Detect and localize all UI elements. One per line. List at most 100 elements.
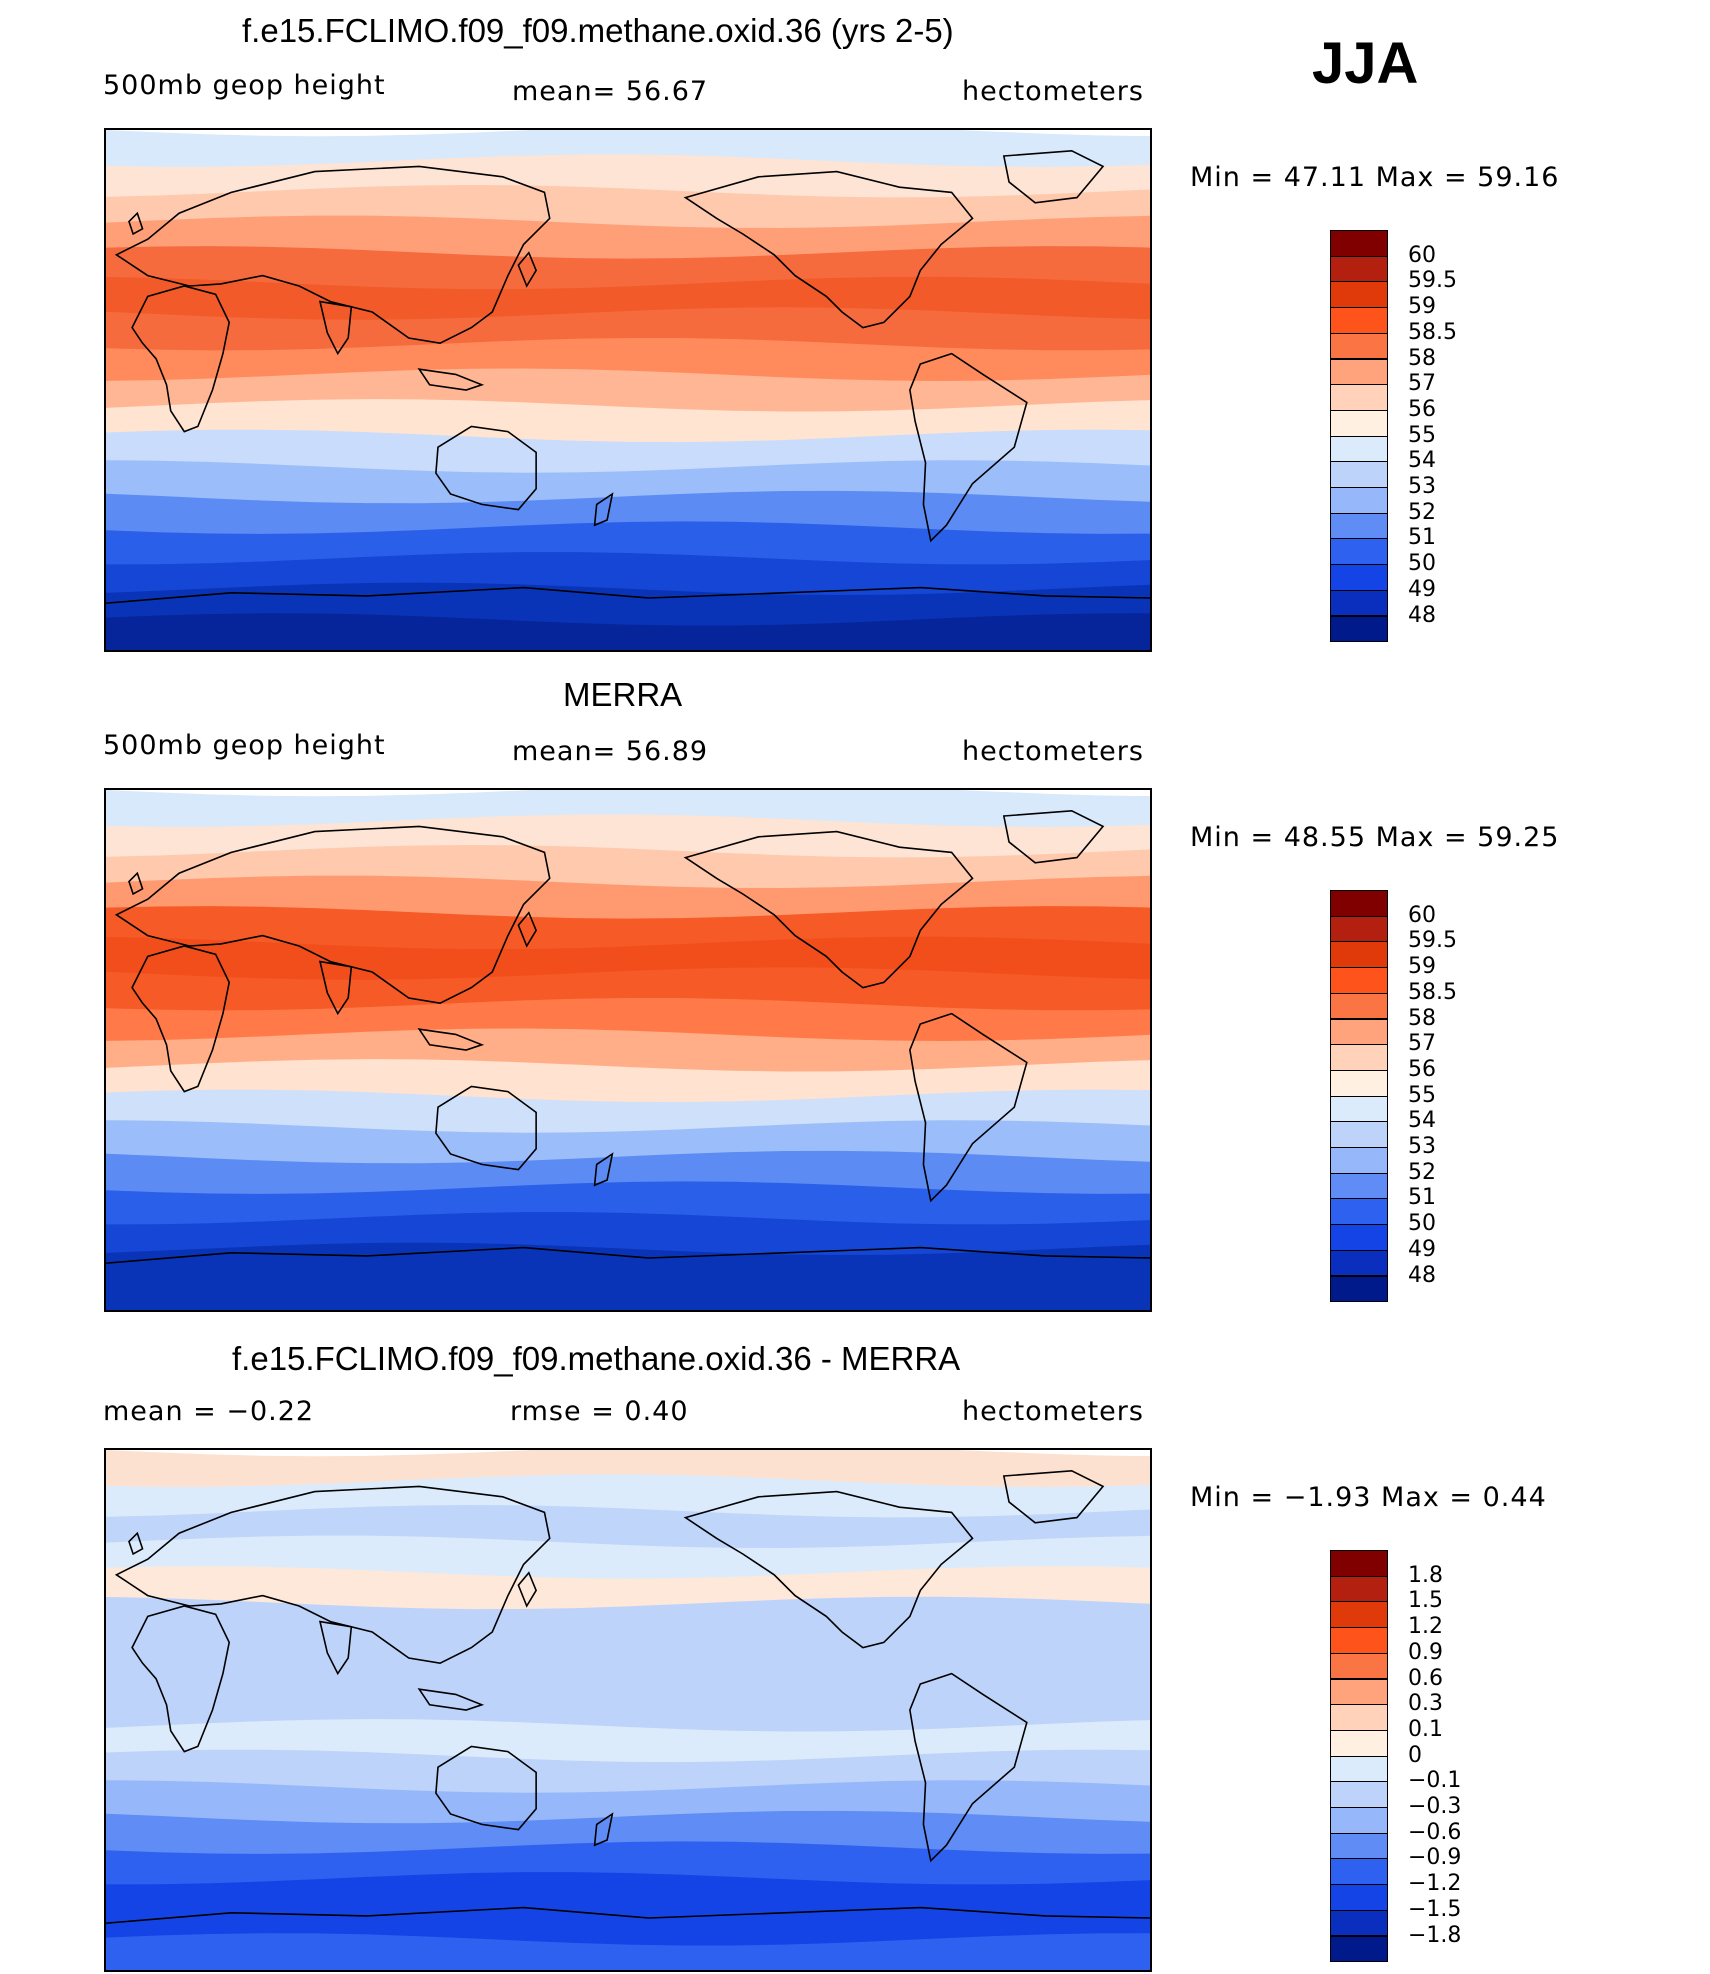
colorbar-swatch [1330,1729,1388,1757]
colorbar-swatch [1330,1858,1388,1886]
colorbar-swatch [1330,230,1388,257]
contour-band [106,1273,1150,1310]
coastline [419,1689,482,1710]
contour-band [106,790,1150,830]
coastline [116,1486,549,1663]
coastline [106,1908,1150,1924]
colorbar-label: −0.6 [1408,1819,1462,1845]
colorbar-label: 49 [1408,1236,1436,1262]
colorbar-label: 48 [1408,602,1436,628]
mean-label: mean = −0.22 [103,1396,315,1427]
colorbar: 60 59.5 59 58.5 58 57 56 55 54 53 52 51 50 49 48 [1330,230,1530,643]
contour-band [106,1841,1150,1888]
colorbar-swatch [1330,1575,1388,1603]
colorbar-label: 60 [1408,902,1436,928]
colorbar-swatch [1330,255,1388,283]
colorbar-swatch [1330,538,1388,566]
coastline [129,873,143,894]
colorbar-label: 58.5 [1408,319,1457,345]
coastline [910,354,1027,541]
colorbar-swatch [1330,1224,1388,1251]
colorbar-swatch [1330,967,1388,994]
colorbar-label: 59.5 [1408,268,1457,294]
colorbar-swatch [1330,1627,1388,1654]
colorbar-label: −0.3 [1408,1794,1462,1819]
colorbar-label: 53 [1408,1134,1436,1159]
colorbar-label: 57 [1408,1031,1436,1057]
colorbar-label: 58 [1408,345,1436,371]
colorbar-swatch [1330,992,1388,1020]
coastline [132,1606,229,1752]
contour-band [106,1450,1150,1490]
minmax-label: Min = 48.55 Max = 59.25 [1190,822,1560,853]
coastline [106,1248,1150,1264]
colorbar-swatch [1330,589,1388,617]
colorbar-swatch [1330,1069,1388,1097]
coastline [518,253,536,286]
colorbar-swatch [1330,1755,1388,1783]
colorbar-swatch [1330,615,1388,643]
colorbar-swatch [1330,1884,1388,1911]
contour-band [106,521,1150,568]
colorbar-swatch [1330,1550,1388,1577]
coastline [910,1674,1027,1861]
coastline [1004,811,1103,863]
colorbar-label: −1.5 [1408,1896,1462,1922]
units-label: hectometers [962,736,1144,767]
contour-band [106,613,1150,650]
colorbar-swatch [1330,461,1388,488]
colorbar-swatch [1330,890,1388,917]
minmax-label: Min = 47.11 Max = 59.16 [1190,162,1560,193]
coastline [116,826,549,1003]
contour-band [106,307,1150,354]
coastline [910,1014,1027,1201]
colorbar-label: −1.2 [1408,1871,1462,1897]
colorbar-swatch [1330,1172,1388,1200]
coastline [595,1814,613,1845]
contour-band [106,130,1150,170]
contour-band [106,1933,1150,1970]
colorbar-label: 50 [1408,551,1436,577]
coastline [419,369,482,390]
rmse-label: rmse = 0.40 [510,1396,689,1427]
coastline [685,172,972,328]
colorbar-label: 55 [1408,1082,1436,1108]
colorbar-swatch [1330,1832,1388,1860]
coastline [129,1533,143,1554]
colorbar-label: 56 [1408,1056,1436,1082]
colorbar-label: 58.5 [1408,979,1457,1005]
map-svg [106,790,1150,1310]
coastline [595,494,613,525]
coastline [436,1746,536,1829]
colorbar-swatch [1330,358,1388,386]
colorbar-label: 49 [1408,576,1436,602]
coastline [116,166,549,343]
coastline [320,962,351,1014]
map-plot [104,1448,1152,1972]
colorbar-swatch [1330,332,1388,360]
contour-band [106,1181,1150,1228]
colorbar-swatch [1330,384,1388,411]
colorbar-swatch [1330,1909,1388,1937]
minmax-label: Min = −1.93 Max = 0.44 [1190,1482,1547,1513]
colorbar-label: 0.6 [1408,1665,1443,1691]
colorbar-label: 0.3 [1408,1691,1443,1717]
colorbar-label: 59.5 [1408,928,1457,954]
colorbar-label: 51 [1408,1185,1436,1211]
colorbar-label: −0.9 [1408,1845,1462,1871]
colorbar-swatch [1330,941,1388,969]
map-svg [106,1450,1150,1970]
colorbar-swatch [1330,1095,1388,1123]
colorbar-label: 60 [1408,242,1436,268]
colorbar-swatch [1330,1678,1388,1706]
colorbar-swatch [1330,1781,1388,1808]
contour-band [106,1627,1150,1674]
panel-title: f.e15.FCLIMO.f09_f09.methane.oxid.36 (yr… [242,12,954,49]
mean-label: mean= 56.67 [512,76,709,107]
coastline [518,913,536,946]
colorbar-label: 0.1 [1408,1716,1443,1742]
colorbar-swatch [1330,1121,1388,1148]
colorbar-swatch [1330,409,1388,437]
colorbar-label: 51 [1408,525,1436,551]
mean-label: mean= 56.89 [512,736,709,767]
